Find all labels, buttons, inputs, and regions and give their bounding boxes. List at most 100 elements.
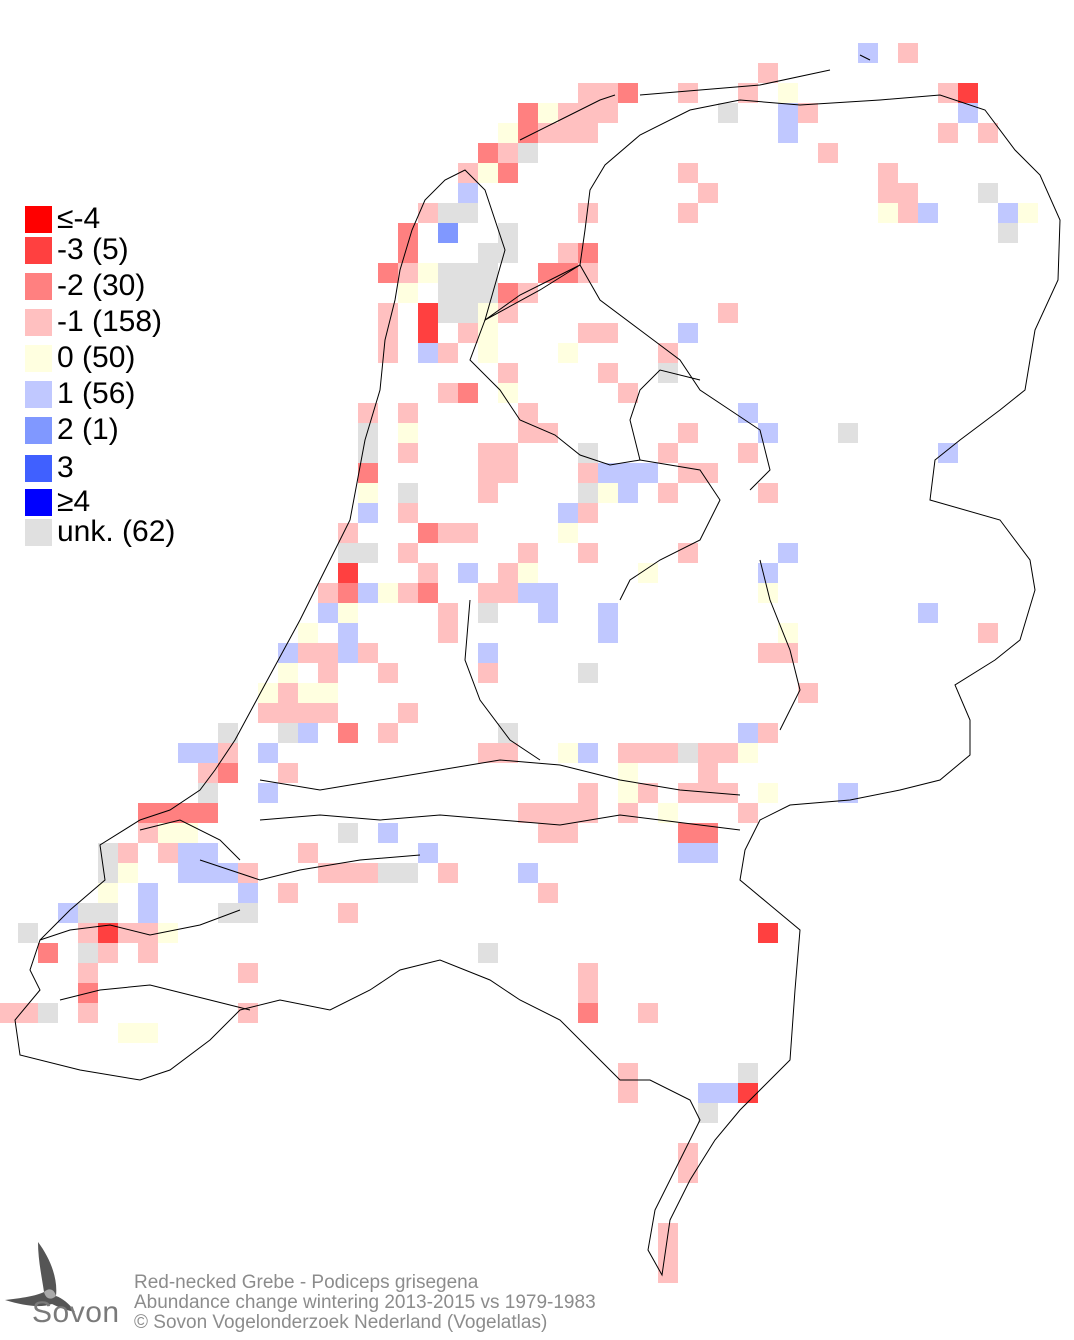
- atlas-cell: [98, 923, 118, 943]
- atlas-cell: [438, 303, 458, 323]
- atlas-cell: [578, 543, 598, 563]
- atlas-cell: [18, 923, 38, 943]
- atlas-cell: [458, 263, 478, 283]
- atlas-cell: [498, 163, 518, 183]
- atlas-cell: [218, 903, 238, 923]
- atlas-cell: [718, 1083, 738, 1103]
- atlas-cell: [478, 743, 498, 763]
- atlas-cell: [318, 603, 338, 623]
- atlas-cell: [118, 923, 138, 943]
- atlas-cell: [338, 823, 358, 843]
- atlas-cell: [338, 583, 358, 603]
- atlas-cell: [298, 723, 318, 743]
- atlas-cell: [398, 243, 418, 263]
- atlas-cell: [798, 103, 818, 123]
- atlas-cell: [878, 183, 898, 203]
- atlas-cell: [318, 583, 338, 603]
- atlas-cell: [558, 503, 578, 523]
- atlas-cell: [138, 1023, 158, 1043]
- atlas-cell: [678, 1143, 698, 1163]
- atlas-cell: [698, 843, 718, 863]
- atlas-cell: [558, 823, 578, 843]
- atlas-cell: [858, 43, 878, 63]
- atlas-cell: [678, 1163, 698, 1183]
- legend-label: -1 (158): [57, 305, 163, 338]
- atlas-cell: [938, 443, 958, 463]
- atlas-cell: [398, 263, 418, 283]
- atlas-cell: [598, 323, 618, 343]
- atlas-cell: [838, 783, 858, 803]
- legend-swatch: [25, 454, 52, 482]
- atlas-cell: [878, 163, 898, 183]
- legend-swatch: [25, 518, 52, 546]
- atlas-cell: [78, 923, 98, 943]
- ijsselmeer-shore: [469, 264, 771, 601]
- atlas-cell: [878, 203, 898, 223]
- atlas-cell: [398, 703, 418, 723]
- atlas-cell: [478, 263, 498, 283]
- atlas-cell: [498, 223, 518, 243]
- atlas-cell: [178, 743, 198, 763]
- atlas-cell: [498, 583, 518, 603]
- atlas-cell: [178, 863, 198, 883]
- atlas-cell: [278, 663, 298, 683]
- rivers: [199, 559, 801, 881]
- atlas-cell: [98, 903, 118, 923]
- atlas-cell: [398, 443, 418, 463]
- atlas-cell: [258, 783, 278, 803]
- atlas-cell: [498, 383, 518, 403]
- atlas-cell: [138, 823, 158, 843]
- atlas-cell: [738, 743, 758, 763]
- legend-swatch: [25, 344, 52, 372]
- atlas-cell: [698, 1103, 718, 1123]
- atlas-cell: [698, 763, 718, 783]
- atlas-cell: [638, 783, 658, 803]
- atlas-cell: [518, 103, 538, 123]
- atlas-cell: [578, 963, 598, 983]
- atlas-cell: [478, 323, 498, 343]
- atlas-cell: [258, 703, 278, 723]
- atlas-cell: [678, 323, 698, 343]
- atlas-cell: [918, 203, 938, 223]
- legend-swatch: [25, 308, 52, 336]
- atlas-cell: [78, 903, 98, 923]
- atlas-cell: [758, 643, 778, 663]
- atlas-cell: [898, 203, 918, 223]
- atlas-cell: [618, 463, 638, 483]
- atlas-cell: [278, 883, 298, 903]
- atlas-cell: [618, 1083, 638, 1103]
- atlas-cell: [138, 903, 158, 923]
- atlas-cell: [338, 643, 358, 663]
- atlas-cell: [718, 743, 738, 763]
- atlas-cell: [0, 1003, 18, 1023]
- atlas-cell: [438, 383, 458, 403]
- atlas-cell: [378, 323, 398, 343]
- atlas-cell: [158, 823, 178, 843]
- atlas-cell: [618, 383, 638, 403]
- atlas-cell: [718, 303, 738, 323]
- atlas-cell: [458, 203, 478, 223]
- atlas-cell: [498, 143, 518, 163]
- afsluitdijk: [484, 264, 581, 321]
- atlas-cell: [578, 83, 598, 103]
- atlas-cell: [578, 263, 598, 283]
- atlas-cell: [98, 863, 118, 883]
- atlas-cell: [338, 523, 358, 543]
- atlas-cell: [538, 823, 558, 843]
- atlas-cell: [358, 483, 378, 503]
- atlas-cell: [218, 723, 238, 743]
- atlas-cell: [98, 943, 118, 963]
- legend-label: -3 (5): [57, 233, 129, 266]
- atlas-cell: [478, 463, 498, 483]
- atlas-cell: [618, 803, 638, 823]
- atlas-cell: [298, 683, 318, 703]
- atlas-cell: [98, 883, 118, 903]
- atlas-cell: [738, 723, 758, 743]
- atlas-cell: [758, 723, 778, 743]
- atlas-cell: [178, 823, 198, 843]
- atlas-cell: [218, 863, 238, 883]
- atlas-cell: [538, 803, 558, 823]
- atlas-cell: [578, 243, 598, 263]
- atlas-cell: [498, 463, 518, 483]
